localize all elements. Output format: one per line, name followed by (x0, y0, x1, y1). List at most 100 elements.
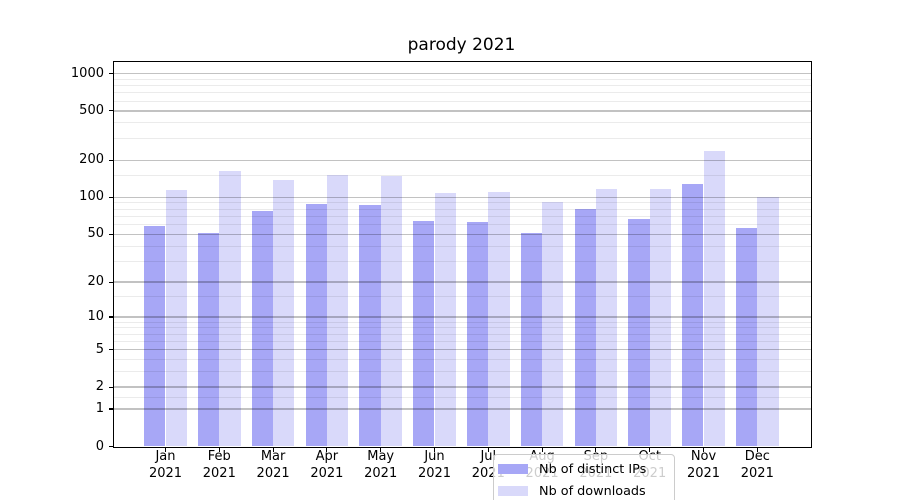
y-tick-mark (109, 386, 113, 388)
chart-title: parody 2021 (407, 35, 516, 55)
bar-downloads-jun (434, 192, 456, 447)
bar-downloads-jan (165, 190, 187, 447)
x-tick-mark (756, 447, 758, 452)
y-tick-label: 20 (87, 274, 104, 290)
x-tick-label: Feb 2021 (202, 449, 236, 481)
gridline-minor (113, 100, 811, 102)
x-tick-mark (649, 447, 651, 452)
y-tick-label: 50 (87, 226, 104, 242)
y-tick-mark (109, 159, 113, 161)
gridline-minor (113, 327, 811, 329)
gridline-major (113, 110, 811, 112)
x-tick-mark (164, 447, 167, 452)
gridline-minor (113, 122, 811, 124)
y-tick-mark (109, 408, 113, 410)
bar-downloads-apr (326, 175, 349, 447)
bar-downloads-feb (219, 170, 241, 447)
plot-area: Nb of distinct IPs Nb of downloads (112, 60, 812, 500)
gridline-minor (113, 78, 811, 80)
bar-ips-mar (251, 210, 274, 447)
bar-downloads-sep (595, 188, 618, 447)
gridline-minor (113, 208, 811, 210)
bar-downloads-nov (703, 150, 725, 447)
legend-swatch-downloads (498, 485, 528, 497)
y-tick-label: 10 (87, 309, 104, 325)
y-tick-label: 5 (95, 341, 104, 357)
bar-downloads-may (380, 176, 403, 447)
bar-ips-may (359, 204, 381, 447)
y-tick-mark (109, 196, 113, 198)
bar-downloads-jul (488, 191, 510, 447)
gridline-minor (113, 371, 811, 373)
y-tick-label: 200 (79, 152, 104, 168)
y-tick-label: 0 (95, 438, 104, 454)
gridline-minor (113, 245, 811, 247)
legend: Nb of distinct IPs Nb of downloads (493, 454, 675, 500)
y-tick-mark (109, 72, 113, 75)
legend-swatch-distinct-ips (498, 463, 528, 475)
gridline-minor (113, 224, 811, 226)
gridline-minor (113, 296, 811, 298)
plot-canvas (113, 62, 811, 447)
gridline-major (113, 281, 811, 283)
legend-label-distinct-ips: Nb of distinct IPs (539, 461, 647, 477)
gridline-major (113, 196, 811, 199)
gridline-major (113, 316, 811, 318)
x-tick-label: Nov 2021 (686, 449, 721, 481)
y-tick-label: 100 (79, 189, 104, 205)
bar-ips-nov (682, 184, 704, 447)
y-tick-mark (109, 349, 113, 351)
y-tick-label: 1000 (70, 65, 104, 81)
y-tick-mark (109, 110, 113, 112)
y-tick-label: 2 (95, 379, 104, 395)
legend-item-downloads: Nb of downloads (498, 481, 668, 500)
x-tick-label: Jan 2021 (148, 449, 183, 481)
bar-ips-oct (628, 218, 650, 447)
bar-downloads-dec (757, 197, 779, 447)
bar-ips-feb (197, 233, 220, 447)
y-tick-label: 500 (79, 102, 104, 118)
x-tick-label: Dec 2021 (740, 449, 774, 481)
gridline-major (113, 386, 811, 388)
bar-ips-dec (735, 228, 758, 447)
bar-ips-jul (466, 221, 489, 447)
bar-ips-jun (413, 221, 435, 447)
x-tick-mark (433, 447, 436, 452)
gridline-minor (113, 333, 811, 335)
bar-ips-apr (305, 204, 327, 447)
gridline-major (113, 233, 811, 235)
gridline-major (113, 72, 811, 75)
x-tick-mark (541, 447, 543, 452)
bar-ips-jan (144, 226, 166, 447)
y-tick-mark (109, 233, 113, 235)
gridline-minor (113, 137, 811, 139)
gridline-minor (113, 175, 811, 177)
y-tick-mark (109, 281, 113, 283)
gridline-minor (113, 321, 811, 323)
bar-ips-sep (574, 209, 596, 447)
y-tick-mark (109, 445, 113, 448)
gridline-minor (113, 202, 811, 204)
x-tick-mark (702, 447, 705, 452)
gridline-minor (113, 215, 811, 217)
gridline-minor (113, 340, 811, 342)
x-tick-label: Apr 2021 (310, 449, 344, 481)
x-tick-mark (218, 447, 220, 452)
bar-downloads-aug (542, 202, 564, 447)
gridline-major (113, 408, 811, 410)
x-tick-label: Mar 2021 (256, 449, 290, 481)
bar-ips-aug (520, 233, 543, 447)
gridline-minor (113, 396, 811, 398)
x-tick-mark (326, 447, 328, 452)
legend-label-downloads: Nb of downloads (539, 483, 646, 499)
bar-downloads-mar (273, 180, 295, 447)
gridline-minor (113, 85, 811, 87)
bar-downloads-oct (649, 188, 672, 447)
x-tick-mark (272, 447, 274, 452)
gridline-minor (113, 260, 811, 262)
x-tick-mark (487, 447, 489, 452)
gridline-major (113, 159, 811, 161)
y-tick-mark (109, 316, 113, 318)
x-tick-mark (595, 447, 597, 452)
